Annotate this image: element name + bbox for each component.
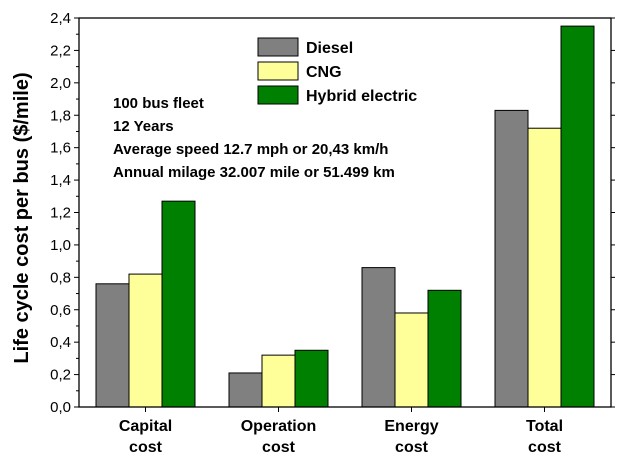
x-tick-label-capital: Capital [119,418,172,435]
legend: Diesel CNG Hybrid electric [257,37,417,105]
x-tick-label-operation: cost [262,439,296,456]
y-tick-label: 1,8 [50,107,71,124]
y-tick-label: 0,6 [50,302,71,319]
y-tick-label: 0,8 [50,269,71,286]
annotation-line: 12 Years [113,118,174,135]
bar-diesel-total [494,109,529,408]
legend-label-diesel: Diesel [306,40,353,57]
legend-swatch-diesel [257,37,299,57]
x-tick-label-total: cost [528,439,562,456]
x-tick-label-energy: cost [395,439,429,456]
bar-cng-capital [128,273,163,408]
bars-group [95,25,595,408]
y-tick-label: 1,6 [50,140,71,157]
legend-label-cng: CNG [306,64,342,81]
annotation-line: Average speed 12.7 mph or 20,43 km/h [113,141,388,158]
x-tick-label-operation: Operation [241,418,317,435]
bar-diesel-operation [228,372,263,408]
y-ticks-group: 0,0 0,2 0,4 0,6 0,8 1,0 1,2 1,4 1,6 1,8 2,0 2,2 2,4 [50,10,615,416]
bar-hybrid-electric-energy [427,289,462,408]
bar-cng-energy [394,312,429,408]
bar-hybrid-electric-total [560,25,595,408]
legend-swatch-hybrid-electric [257,85,299,105]
x-tick-label-energy: Energy [384,418,438,435]
y-tick-label: 1,0 [50,237,71,254]
bar-diesel-capital [95,283,130,408]
bar-hybrid-electric-capital [161,200,196,408]
y-tick-label: 2,0 [50,75,71,92]
y-axis-label: Life cycle cost per bus ($/mile) [11,72,33,363]
y-tick-label: 2,4 [50,10,71,27]
x-tick-label-total: Total [526,418,563,435]
annotation-line: 100 bus fleet [113,95,204,112]
y-tick-label: 0,4 [50,334,71,351]
bar-hybrid-electric-operation [294,349,329,408]
bar-cng-operation [261,354,296,408]
annotation-line: Annual milage 32.007 mile or 51.499 km [113,164,395,181]
bar-diesel-energy [361,267,396,408]
y-tick-label: 0,0 [50,399,71,416]
legend-label-hybrid-electric: Hybrid electric [306,88,417,105]
y-tick-label: 2,2 [50,42,71,59]
y-tick-label: 0,2 [50,367,71,384]
x-ticks-group: Capital cost Operation cost Energy cost Total c… [119,407,563,456]
x-tick-label-capital: cost [129,439,163,456]
y-tick-label: 1,2 [50,205,71,222]
bar-cng-total [527,127,562,408]
annotations: 100 bus fleet 12 Years Average speed 12.7 … [113,95,395,181]
legend-swatch-cng [257,61,299,81]
y-tick-label: 1,4 [50,172,71,189]
